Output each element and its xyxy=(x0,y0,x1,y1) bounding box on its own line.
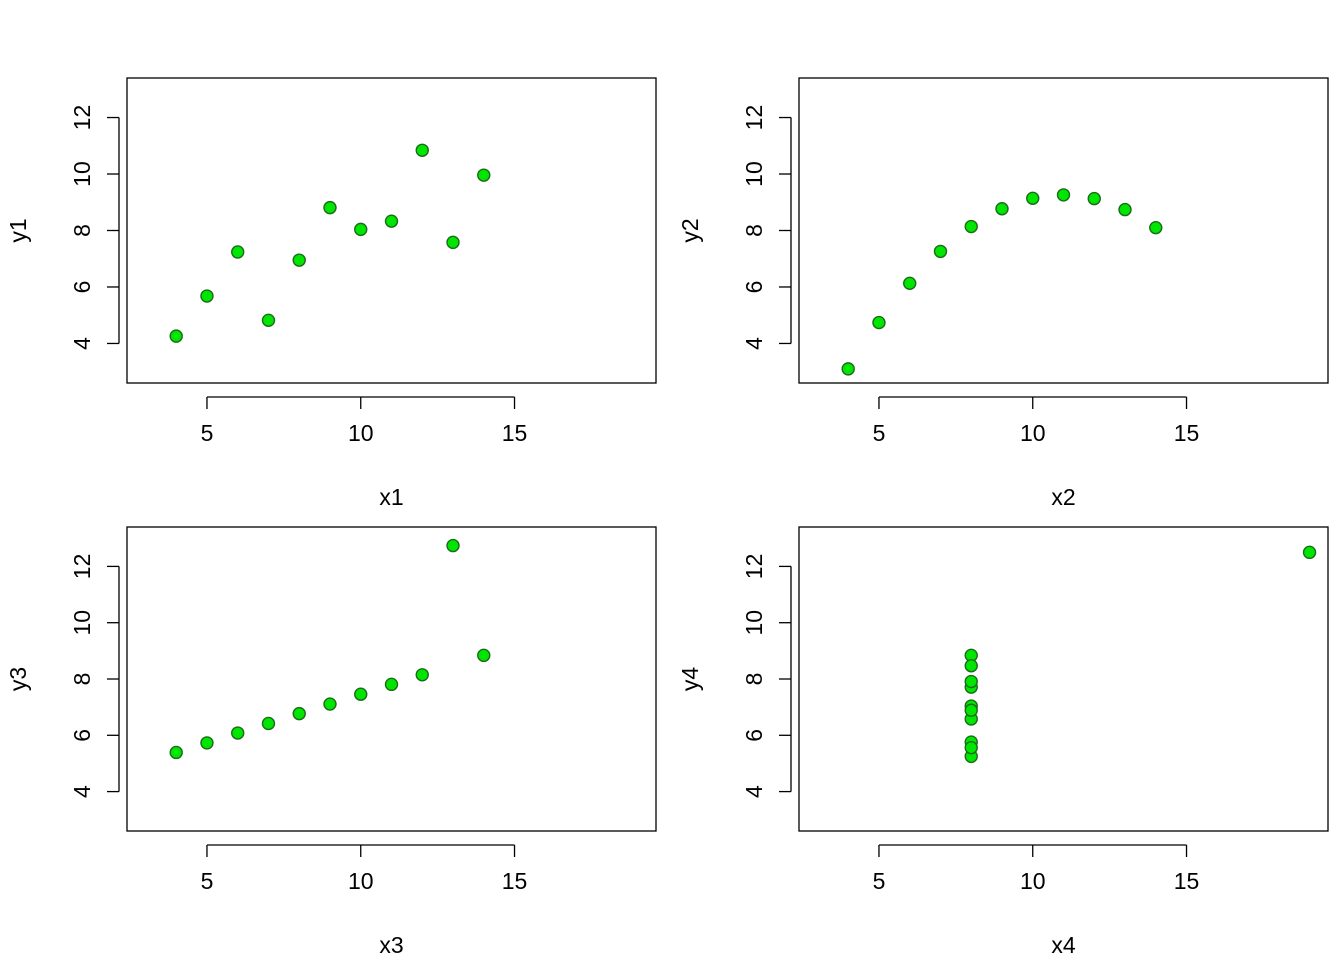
data-point xyxy=(354,222,368,237)
data-point xyxy=(1118,202,1132,217)
plot-frame xyxy=(126,77,657,384)
y-tick-label: 6 xyxy=(741,729,767,742)
x-tick-label: 5 xyxy=(201,868,214,894)
data-point xyxy=(1149,220,1163,235)
y-tick-label: 10 xyxy=(741,161,767,187)
data-point xyxy=(964,703,978,717)
y-axis-title: y4 xyxy=(677,667,703,692)
y-tick-label: 6 xyxy=(69,281,95,294)
y-axis-title: y3 xyxy=(5,667,31,691)
y-tick-label: 10 xyxy=(741,610,767,636)
panel-3: 5 10 15 4 6 8 10 12 x3 y3 xyxy=(5,526,657,958)
data-point xyxy=(200,736,214,750)
y-tick-label: 10 xyxy=(69,610,95,636)
data-point xyxy=(231,245,245,259)
data-point xyxy=(995,202,1009,216)
y-tick-label: 8 xyxy=(741,673,767,686)
x-tick-label: 5 xyxy=(201,420,214,446)
y-tick-label: 4 xyxy=(741,337,767,350)
plot-frame xyxy=(798,526,1329,832)
panel-4: 5 10 15 4 6 8 10 12 x4 y4 xyxy=(677,526,1329,958)
y-tick-label: 12 xyxy=(741,554,767,580)
y-tick-label: 12 xyxy=(69,554,95,580)
data-point xyxy=(323,697,337,711)
x-tick-label: 15 xyxy=(502,868,528,894)
data-point xyxy=(415,668,429,682)
x-axis-title: x2 xyxy=(1051,484,1075,510)
plot-frame xyxy=(126,526,657,832)
y-tick-label: 4 xyxy=(741,785,767,798)
data-point xyxy=(261,313,276,328)
y-tick-label: 8 xyxy=(69,673,95,686)
y-axis-title: y2 xyxy=(677,218,703,242)
x-axis-title: x3 xyxy=(379,932,403,958)
data-point xyxy=(477,648,491,663)
data-point xyxy=(477,168,491,182)
data-point xyxy=(169,329,183,343)
data-point xyxy=(292,253,306,267)
data-point xyxy=(1056,188,1071,202)
data-point xyxy=(1302,545,1317,560)
x-tick-label: 5 xyxy=(873,868,886,894)
y-tick-label: 8 xyxy=(741,224,767,237)
x-tick-label: 5 xyxy=(873,420,886,446)
y-tick-label: 8 xyxy=(69,224,95,237)
data-point xyxy=(261,716,276,731)
data-point xyxy=(384,214,399,228)
data-point xyxy=(964,674,978,689)
data-point xyxy=(415,143,429,157)
y-tick-label: 6 xyxy=(741,281,767,294)
data-point xyxy=(169,745,183,760)
panel-2: 5 10 15 4 6 8 10 12 x2 y2 xyxy=(677,77,1329,510)
data-point xyxy=(200,289,214,303)
x-tick-label: 10 xyxy=(1020,420,1046,446)
x-tick-label: 15 xyxy=(1174,868,1200,894)
plot-frame xyxy=(798,77,1329,384)
data-point xyxy=(231,726,245,740)
panel-1: 5 10 15 4 6 8 10 12 x1 y1 xyxy=(5,77,657,510)
data-point xyxy=(354,687,368,701)
data-point xyxy=(323,200,337,215)
data-point xyxy=(1087,191,1101,206)
data-point xyxy=(446,235,460,250)
data-point xyxy=(903,276,917,291)
y-tick-label: 10 xyxy=(69,161,95,187)
x-tick-label: 15 xyxy=(1174,420,1200,446)
x-axis-title: x1 xyxy=(379,484,403,510)
y-tick-label: 6 xyxy=(69,729,95,742)
data-point xyxy=(933,244,948,259)
x-tick-label: 15 xyxy=(502,420,528,446)
data-point xyxy=(841,362,855,376)
y-tick-label: 4 xyxy=(69,337,95,350)
y-axis-title: y1 xyxy=(5,218,31,242)
data-point xyxy=(964,659,978,673)
x-tick-label: 10 xyxy=(348,868,374,894)
data-point xyxy=(446,538,460,553)
data-point xyxy=(964,219,978,234)
data-point xyxy=(384,677,399,692)
y-tick-label: 12 xyxy=(741,105,767,131)
x-axis-title: x4 xyxy=(1051,932,1076,958)
data-point xyxy=(1026,191,1040,206)
x-tick-label: 10 xyxy=(1020,868,1046,894)
y-tick-label: 4 xyxy=(69,785,95,798)
x-tick-label: 10 xyxy=(348,420,374,446)
y-tick-label: 12 xyxy=(69,105,95,131)
data-point xyxy=(292,706,306,721)
data-point xyxy=(872,315,886,330)
data-point xyxy=(964,740,978,755)
